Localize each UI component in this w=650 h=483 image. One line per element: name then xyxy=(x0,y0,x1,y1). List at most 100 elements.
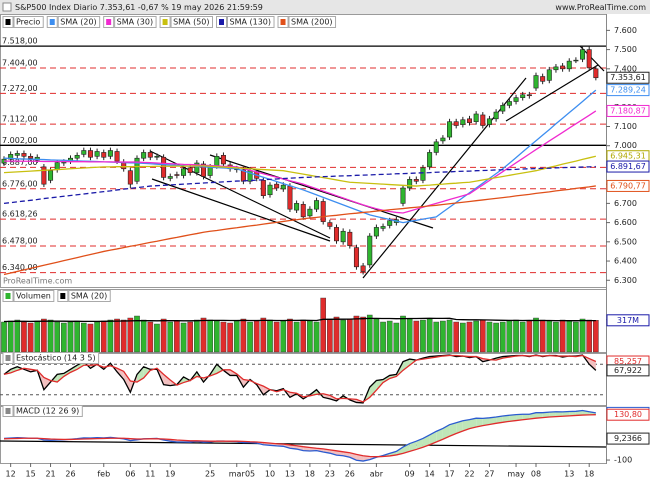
candle-body xyxy=(506,101,512,106)
candle-body xyxy=(314,200,320,210)
band-fill xyxy=(496,416,503,424)
candle-body xyxy=(101,152,107,158)
volume-bar xyxy=(287,318,293,353)
band-fill xyxy=(516,414,523,421)
volume-bar xyxy=(373,318,380,353)
last-value-label: 7.289,24 xyxy=(610,86,646,95)
band-fill xyxy=(542,412,550,418)
volume-bar xyxy=(187,321,194,353)
candle-body xyxy=(48,170,54,181)
trend-line xyxy=(0,440,607,448)
level-label: 6.776,00 xyxy=(2,179,38,188)
volume-bar xyxy=(220,321,227,353)
volume-bar xyxy=(61,322,67,353)
volume-bar xyxy=(539,319,546,353)
band-fill xyxy=(456,420,463,434)
x-tick-label: 23 xyxy=(325,470,335,479)
x-tick-label: 19 xyxy=(165,470,175,479)
last-value-label: 7.180,87 xyxy=(610,106,646,115)
candle-body xyxy=(486,118,492,125)
x-tick-label: 14 xyxy=(425,470,435,479)
volume-bar xyxy=(114,318,120,353)
last-value-box xyxy=(606,314,650,327)
volume-bar xyxy=(120,319,127,353)
candle-body xyxy=(407,179,413,189)
legend-bg xyxy=(170,16,213,28)
band-fill xyxy=(383,375,390,383)
indicator-line xyxy=(3,317,596,323)
x-tick-label: 18 xyxy=(584,470,594,479)
y-tick-label: 7.500 xyxy=(614,45,637,54)
candle-body xyxy=(493,111,499,120)
x-tick-label: 15 xyxy=(26,470,36,479)
candle-body xyxy=(14,153,20,156)
last-value-box xyxy=(606,408,650,421)
volume-bar xyxy=(127,317,134,353)
level-label: 7.404,00 xyxy=(2,59,38,68)
candle-body xyxy=(207,166,213,176)
volume-bar xyxy=(247,321,253,353)
legend-label: SMA (200) xyxy=(291,18,333,27)
candle-body xyxy=(573,59,579,62)
legend-swatch xyxy=(60,293,66,299)
band-fill xyxy=(562,411,570,417)
legend-label: Estocástico (14 3 5) xyxy=(16,354,96,363)
volume-bar xyxy=(380,321,386,353)
band-fill xyxy=(163,374,171,386)
volume-bar xyxy=(54,321,60,353)
y-tick-label: 6.700 xyxy=(614,199,637,208)
x-tick-label: 06 xyxy=(125,470,135,479)
volume-bar xyxy=(353,315,360,353)
candle-body xyxy=(87,150,93,158)
legend-swatch xyxy=(5,355,11,361)
candle-body xyxy=(533,75,539,89)
legend-bg xyxy=(227,16,275,28)
volume-bar xyxy=(280,320,287,353)
volume-bar xyxy=(74,320,80,353)
legend-bg xyxy=(114,16,157,28)
volume-bar xyxy=(313,321,320,353)
candle-body xyxy=(526,94,532,97)
volume-bar xyxy=(433,321,440,353)
x-tick-label: 17 xyxy=(444,470,454,479)
candle-body xyxy=(586,49,592,69)
volume-bar xyxy=(393,322,400,353)
volume-bar xyxy=(466,321,473,353)
candle-body xyxy=(260,180,266,196)
candle-body xyxy=(593,68,599,79)
candle-body xyxy=(420,167,426,181)
candle-body xyxy=(187,167,193,173)
header-icon xyxy=(2,2,12,12)
legend-bg xyxy=(13,352,100,364)
candle-body xyxy=(513,97,519,102)
y-tick-label: 7.000 xyxy=(614,141,637,150)
candle-body xyxy=(320,201,326,222)
candle-body xyxy=(473,113,479,122)
candle-body xyxy=(360,265,366,272)
candle-body xyxy=(427,152,433,168)
volume-bar xyxy=(493,322,499,353)
candle-body xyxy=(353,247,359,268)
candle-body xyxy=(566,60,572,70)
candle-body xyxy=(340,230,346,243)
volume-bar xyxy=(100,320,107,353)
x-tick-label: 08 xyxy=(531,470,541,479)
band-fill xyxy=(369,380,377,398)
last-value-label: 6.790,77 xyxy=(610,181,646,190)
volume-bar xyxy=(34,320,41,353)
volume-bar xyxy=(460,322,466,353)
legend-swatch xyxy=(106,19,112,25)
level-label: 6.618,26 xyxy=(2,210,38,219)
last-value-label: 130,80 xyxy=(614,410,642,419)
volume-bar xyxy=(320,297,327,353)
last-value-label: 67,922 xyxy=(614,366,642,375)
indicator-line xyxy=(3,354,597,403)
last-value-label: 7.353,61 xyxy=(610,73,646,82)
last-value-label: 9,2366 xyxy=(614,434,642,443)
candle-body xyxy=(500,105,506,112)
x-tick-label: 27 xyxy=(484,470,494,479)
volume-bar xyxy=(327,318,333,353)
trend-line xyxy=(362,77,527,279)
volume-bar xyxy=(453,321,460,353)
